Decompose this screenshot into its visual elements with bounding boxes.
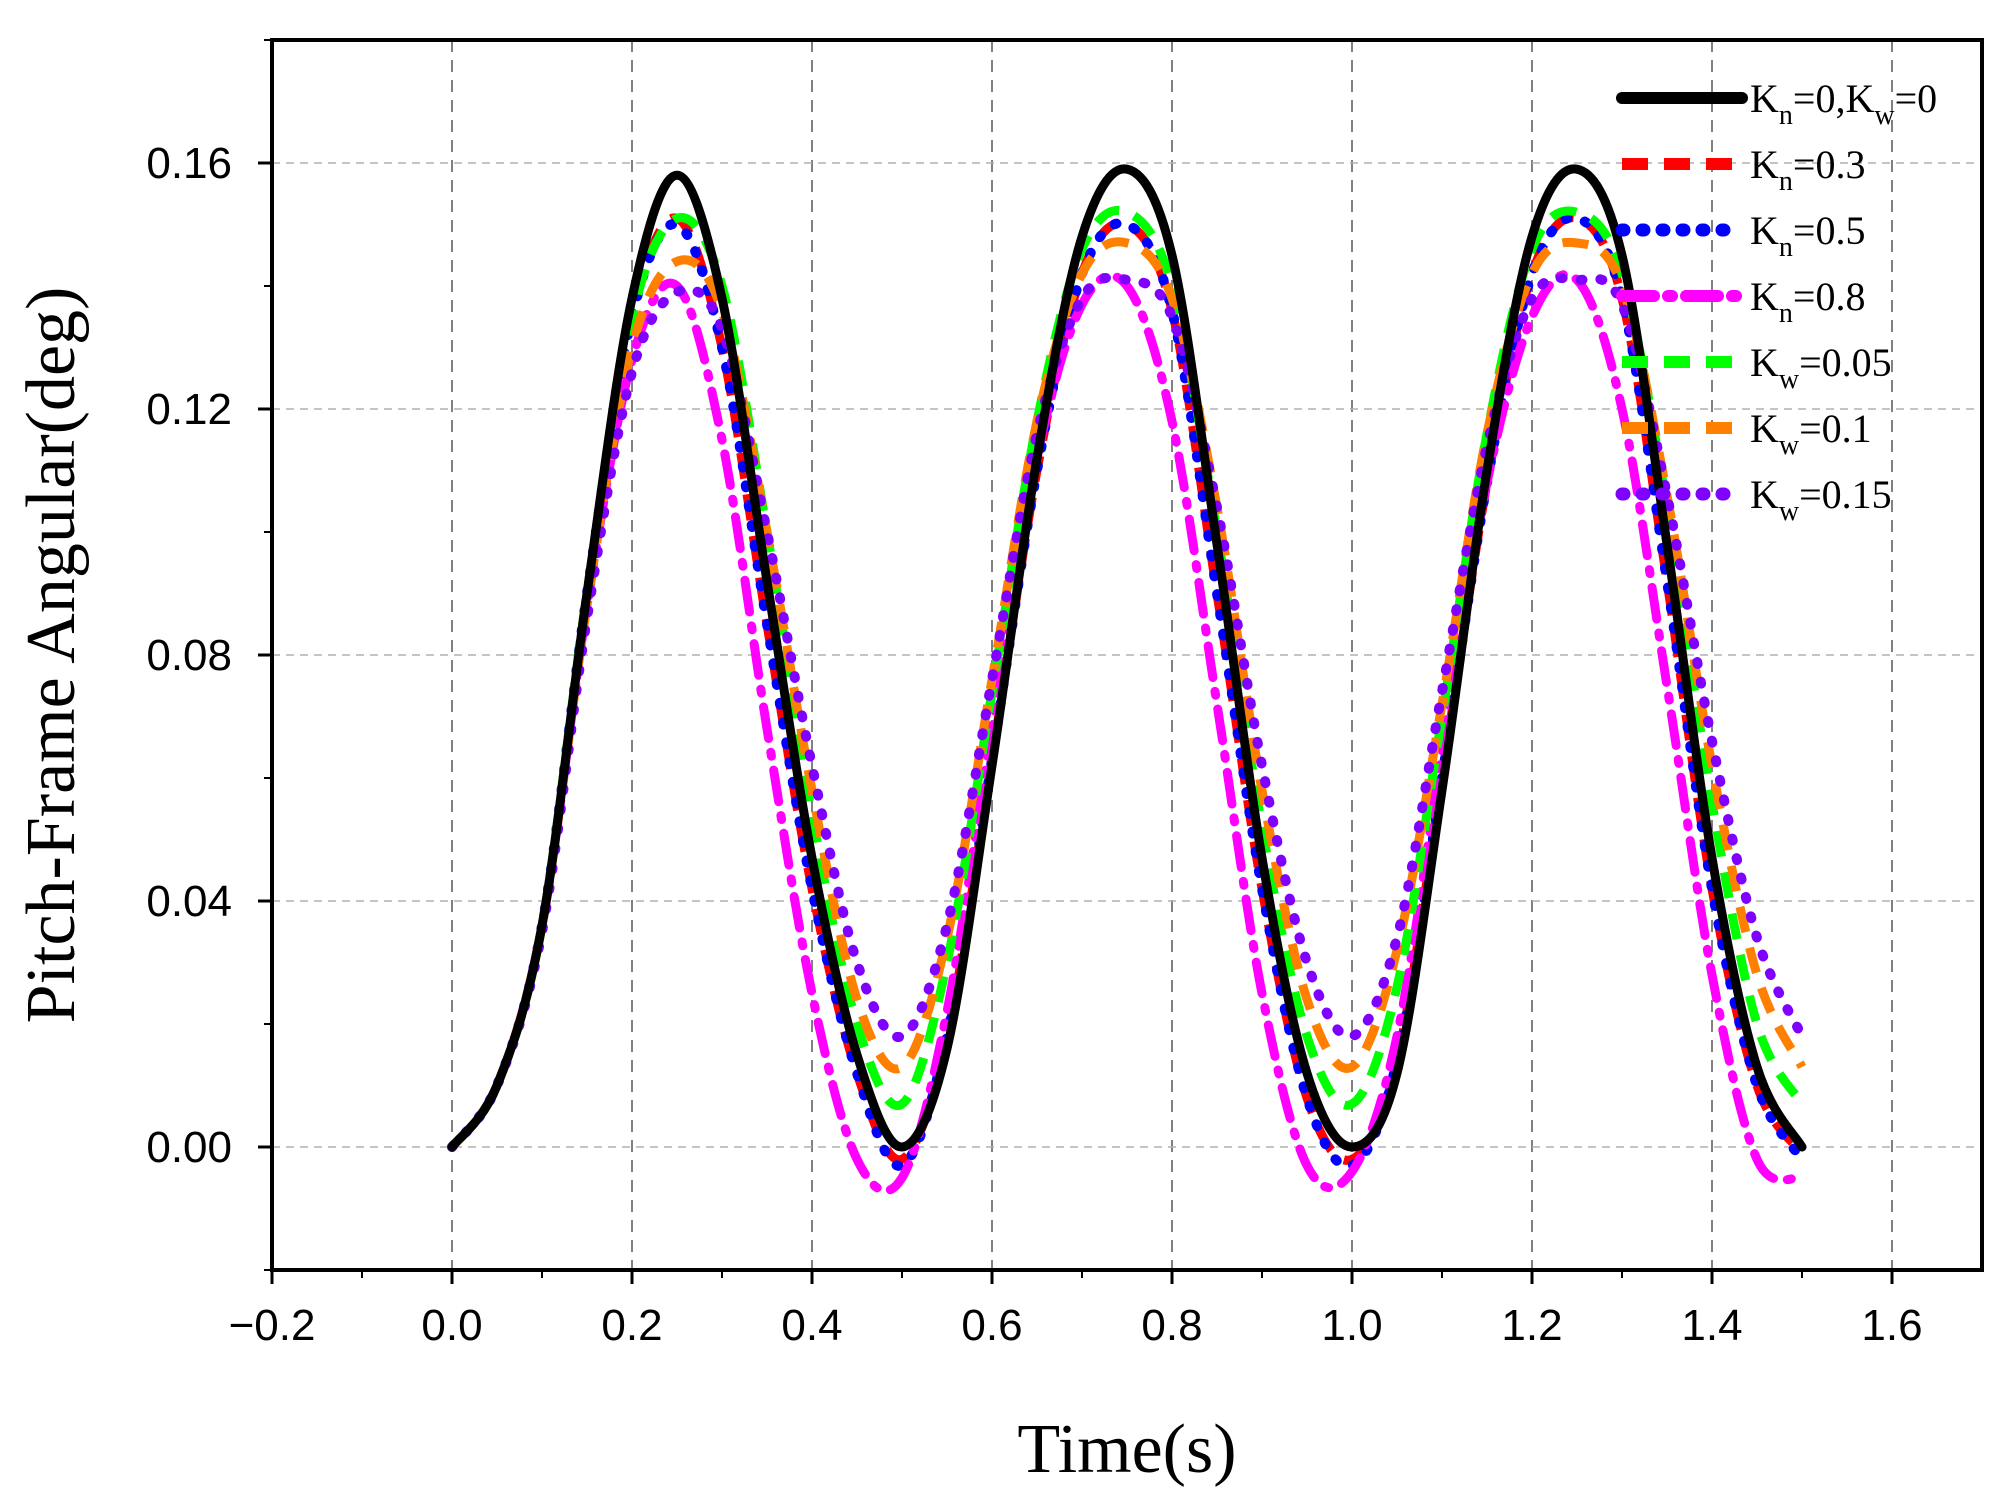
x-axis-title: Time(s) — [1017, 1411, 1236, 1488]
series-line — [448, 205, 1806, 1150]
x-tick-label: 1.0 — [1321, 1301, 1382, 1350]
legend-label: Kn=0,Kw=0 — [1750, 76, 1937, 131]
legend-label-subscript: w — [1779, 364, 1800, 395]
legend-label-part: K — [1845, 76, 1874, 121]
legend-label-subscript: n — [1779, 166, 1793, 197]
legend-label: Kn=0.3 — [1750, 142, 1865, 197]
legend-label: Kn=0.8 — [1750, 274, 1865, 329]
legend-label-subscript: n — [1779, 100, 1793, 131]
legend-label: Kn=0.5 — [1750, 208, 1865, 263]
x-tick-label: −0.2 — [229, 1301, 316, 1350]
legend-label: Kw=0.05 — [1750, 340, 1892, 395]
legend-label-part: K — [1750, 76, 1779, 121]
legend-label-part: K — [1750, 208, 1779, 253]
legend-label-subscript: n — [1779, 298, 1793, 329]
y-tick-label: 0.04 — [146, 877, 232, 926]
axes: −0.2 0.0 0.2 0.4 0.6 0.8 1.0 1.2 1.4 1.6 0.00 0.04 0… — [146, 39, 1923, 1350]
legend: Kn=0,Kw=0Kn=0.3Kn=0.5Kn=0.8Kw=0.05Kw=0.1… — [1615, 76, 1937, 527]
legend-label-part: =0, — [1793, 76, 1846, 121]
x-tick-label: 0.6 — [961, 1301, 1022, 1350]
series-line — [447, 164, 1807, 1152]
legend-label-part: K — [1750, 274, 1779, 319]
legend-label-part: =0 — [1895, 76, 1938, 121]
legend-label-subscript: w — [1779, 430, 1800, 461]
x-tick-label: 1.6 — [1861, 1301, 1922, 1350]
y-tick-label: 0.08 — [146, 631, 232, 680]
x-tick-label: 0.0 — [421, 1301, 482, 1350]
x-tick-label: 0.8 — [1141, 1301, 1202, 1350]
y-tick-label: 0.00 — [146, 1123, 232, 1172]
legend-label-subscript: w — [1779, 496, 1800, 527]
x-tick-label: 1.4 — [1681, 1301, 1742, 1350]
legend-label-part: =0.5 — [1793, 208, 1866, 253]
y-tick-label: 0.16 — [146, 139, 232, 188]
legend-label-part: =0.15 — [1799, 472, 1892, 517]
x-tick-label: 1.2 — [1501, 1301, 1562, 1350]
grid — [272, 40, 1982, 1270]
legend-label: Kw=0.15 — [1750, 472, 1892, 527]
y-axis-title: Pitch-Frame Angular(deg) — [13, 287, 90, 1024]
legend-label: Kw=0.1 — [1750, 406, 1872, 461]
legend-label-part: K — [1750, 406, 1779, 451]
series-line — [447, 272, 1807, 1152]
x-tick-label: 0.4 — [781, 1301, 842, 1350]
y-tick-label: 0.12 — [146, 385, 232, 434]
legend-label-part: K — [1750, 472, 1779, 517]
legend-label-part: =0.3 — [1793, 142, 1866, 187]
legend-label-part: =0.05 — [1799, 340, 1892, 385]
series-line — [448, 237, 1807, 1150]
legend-label-part: =0.8 — [1793, 274, 1866, 319]
series-group — [447, 164, 1807, 1196]
legend-label-part: K — [1750, 142, 1779, 187]
legend-label-subscript: n — [1779, 232, 1793, 263]
legend-label-part: K — [1750, 340, 1779, 385]
legend-label-part: =0.1 — [1799, 406, 1872, 451]
x-tick-label: 0.2 — [601, 1301, 662, 1350]
legend-label-subscript: w — [1874, 100, 1895, 131]
